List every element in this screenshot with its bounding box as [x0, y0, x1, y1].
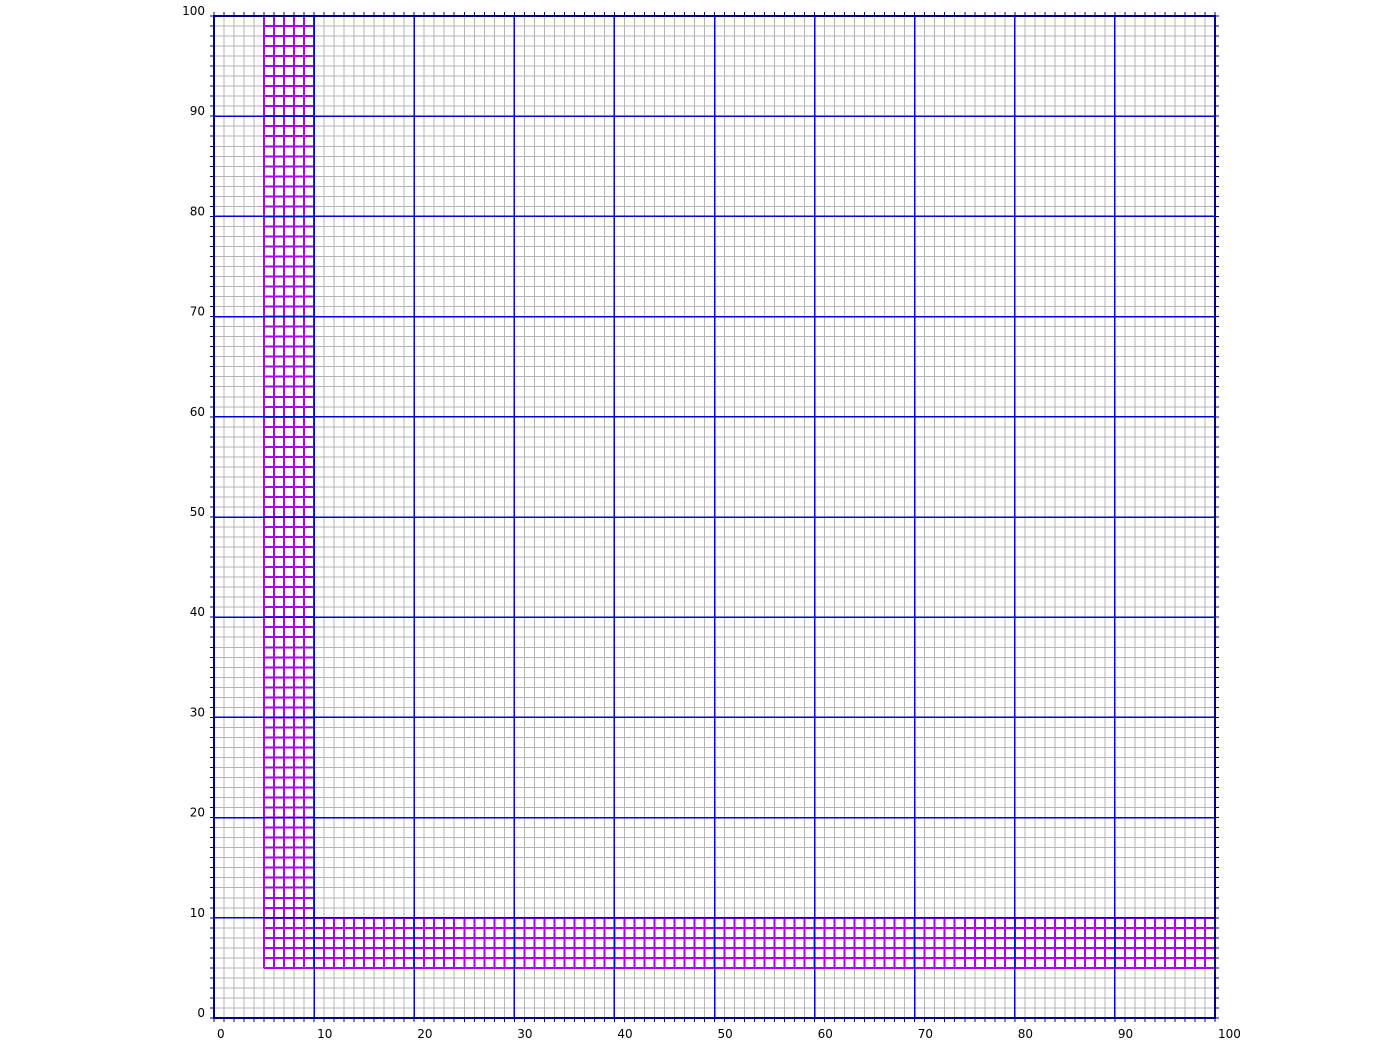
- x-tick-label: 20: [417, 1027, 432, 1041]
- plot-frame: [213, 15, 1216, 1019]
- y-tick-label: 40: [190, 605, 205, 619]
- x-tick-label: 0: [217, 1027, 225, 1041]
- y-tick-label: 70: [190, 305, 205, 319]
- y-tick-label: 0: [197, 1006, 205, 1020]
- y-tick-label: 20: [190, 806, 205, 820]
- x-tick-labels: 0 10 20 30 40 50 60 70 80 90 100: [217, 1027, 1241, 1041]
- y-tick-labels: 0 10 20 30 40 50 60 70 80 90 100: [182, 4, 205, 1020]
- x-tick-label: 90: [1118, 1027, 1133, 1041]
- x-tick-label: 50: [718, 1027, 733, 1041]
- x-tick-label: 80: [1018, 1027, 1033, 1041]
- x-tick-label: 60: [818, 1027, 833, 1041]
- highlight-layer: [263, 15, 1216, 969]
- x-tick-label: 10: [317, 1027, 332, 1041]
- major-grid: [210, 12, 1219, 1022]
- y-tick-label: 60: [190, 405, 205, 419]
- y-tick-label: 90: [190, 104, 205, 118]
- x-tick-label: 70: [918, 1027, 933, 1041]
- y-tick-label: 10: [190, 906, 205, 920]
- y-tick-label: 80: [190, 204, 205, 218]
- x-tick-label: 40: [617, 1027, 632, 1041]
- y-tick-label: 50: [190, 505, 205, 519]
- horizontal-band: [263, 916, 1216, 969]
- x-tick-label: 100: [1218, 1027, 1241, 1041]
- x-tick-label: 30: [517, 1027, 532, 1041]
- vertical-band: [263, 15, 316, 969]
- y-tick-label: 100: [182, 4, 205, 18]
- y-tick-label: 30: [190, 705, 205, 719]
